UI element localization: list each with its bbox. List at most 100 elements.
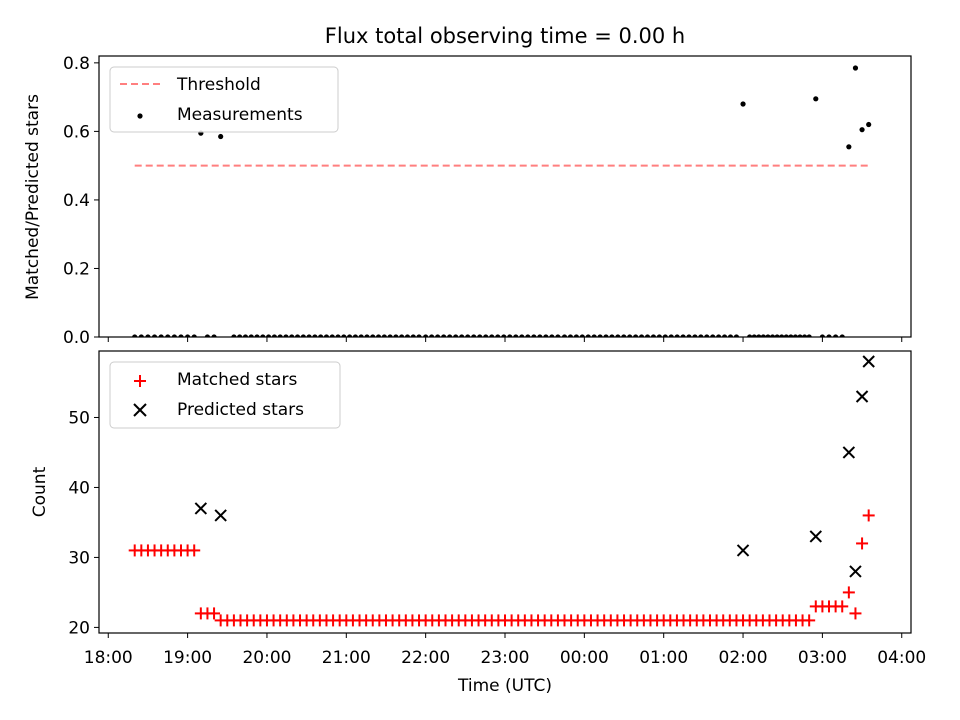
bottom-y-tick-label: 20 bbox=[68, 618, 90, 638]
measurement-point bbox=[165, 334, 171, 337]
matched-star-point bbox=[737, 614, 750, 627]
measurement-point bbox=[306, 334, 312, 337]
measurement-point bbox=[727, 334, 734, 337]
measurement-point bbox=[211, 334, 217, 337]
bottom-legend: Matched stars Predicted stars bbox=[109, 361, 341, 429]
measurement-point bbox=[846, 144, 852, 150]
measurement-point bbox=[218, 133, 224, 140]
measurement-point bbox=[555, 334, 561, 337]
predicted-legend-label: Predicted stars bbox=[177, 400, 304, 420]
measurement-point bbox=[716, 334, 722, 337]
bottom-plot-area bbox=[128, 355, 875, 627]
measurement-point bbox=[779, 334, 785, 337]
measurement-point bbox=[507, 334, 513, 337]
top-y-tick-label: 0.8 bbox=[63, 54, 90, 74]
measurement-point bbox=[158, 334, 164, 337]
matched-legend-label: Matched stars bbox=[177, 370, 297, 390]
measurement-point bbox=[797, 334, 803, 337]
measurement-point bbox=[567, 334, 574, 337]
top-panel: 0.00.20.40.60.8 Matched/Predicted stars … bbox=[23, 54, 912, 348]
measurement-point bbox=[740, 101, 746, 107]
measurement-point bbox=[792, 334, 799, 337]
measurement-point bbox=[347, 334, 353, 337]
measurement-point bbox=[774, 334, 780, 337]
measurement-point bbox=[519, 334, 525, 337]
measurement-point bbox=[145, 334, 151, 337]
top-y-tick-label: 0.4 bbox=[63, 191, 90, 211]
bottom-x-axis-label: Time (UTC) bbox=[457, 676, 552, 696]
measurement-point bbox=[242, 334, 249, 337]
measurement-point bbox=[300, 334, 306, 337]
predicted-star-point bbox=[214, 509, 227, 522]
bottom-legend-box bbox=[109, 361, 341, 429]
bottom-x-tick-label: 03:00 bbox=[798, 648, 847, 668]
bottom-x-tick-label: 22:00 bbox=[401, 648, 450, 668]
bottom-x-tick-label: 18:00 bbox=[84, 648, 133, 668]
measurement-point bbox=[283, 334, 289, 337]
measurement-point bbox=[271, 334, 277, 337]
measurement-point bbox=[710, 334, 716, 337]
measurement-point bbox=[656, 334, 662, 337]
bottom-x-tick-label: 20:00 bbox=[242, 648, 291, 668]
measurement-point bbox=[471, 334, 477, 337]
measurements-legend-label: Measurements bbox=[177, 105, 303, 125]
measurement-point bbox=[441, 334, 447, 337]
bottom-x-tick-label: 00:00 bbox=[560, 648, 609, 668]
matched-star-point bbox=[856, 537, 869, 550]
measurement-point bbox=[692, 334, 698, 337]
bottom-x-tick-label: 19:00 bbox=[163, 648, 212, 668]
measurement-point bbox=[370, 334, 376, 337]
measurement-point bbox=[531, 334, 537, 337]
measurement-point bbox=[627, 334, 633, 337]
measurement-point bbox=[633, 334, 639, 337]
measurement-point bbox=[756, 334, 762, 337]
measurement-point bbox=[266, 334, 272, 337]
measurement-point bbox=[404, 334, 411, 337]
measurement-point bbox=[751, 334, 757, 337]
measurement-point bbox=[650, 334, 657, 337]
measurement-point bbox=[399, 334, 405, 337]
measurement-point bbox=[801, 334, 808, 337]
bottom-frame bbox=[98, 350, 912, 634]
measurement-point bbox=[680, 334, 686, 337]
matched-star-point bbox=[849, 607, 862, 620]
measurement-point bbox=[489, 334, 495, 337]
predicted-star-point bbox=[194, 502, 208, 515]
measurement-point bbox=[387, 334, 393, 337]
measurement-point bbox=[312, 334, 318, 337]
measurement-point bbox=[866, 121, 872, 128]
measurement-point bbox=[513, 334, 519, 337]
top-y-tick-label: 0.2 bbox=[63, 259, 90, 279]
matched-star-point bbox=[862, 509, 875, 522]
measurement-point bbox=[833, 334, 839, 337]
measurement-point bbox=[813, 96, 819, 102]
bottom-axes: 18:00 19:00 20:00 21:00 22:00 23:00 00:00 01:00… bbox=[68, 408, 926, 668]
predicted-star-point bbox=[849, 565, 862, 578]
measurement-point bbox=[495, 334, 501, 337]
measurement-point bbox=[573, 334, 579, 337]
top-frame bbox=[98, 55, 912, 338]
measurement-point bbox=[459, 334, 465, 337]
measurement-point bbox=[591, 334, 597, 337]
matched-legend-marker bbox=[134, 375, 146, 387]
measurement-point bbox=[483, 334, 489, 337]
measurement-point bbox=[698, 334, 704, 337]
measurement-point bbox=[525, 334, 531, 337]
bottom-x-tick-label: 21:00 bbox=[322, 648, 371, 668]
measurement-point bbox=[204, 334, 211, 337]
measurement-point bbox=[668, 334, 674, 337]
top-y-tick-label: 0.6 bbox=[63, 122, 90, 142]
measurement-point bbox=[423, 334, 429, 337]
measurement-point bbox=[826, 334, 832, 337]
bottom-x-tick-label: 01:00 bbox=[639, 648, 688, 668]
measurement-point bbox=[191, 334, 197, 337]
bottom-y-axis-label: Count bbox=[30, 466, 50, 517]
measurement-point bbox=[429, 334, 435, 337]
predicted-star-point bbox=[809, 530, 822, 543]
measurement-point bbox=[171, 334, 177, 337]
measurement-point bbox=[237, 334, 243, 337]
measurement-point bbox=[788, 334, 794, 337]
measurement-point bbox=[132, 334, 138, 337]
measurement-point bbox=[352, 334, 358, 337]
measurement-point bbox=[765, 334, 771, 337]
